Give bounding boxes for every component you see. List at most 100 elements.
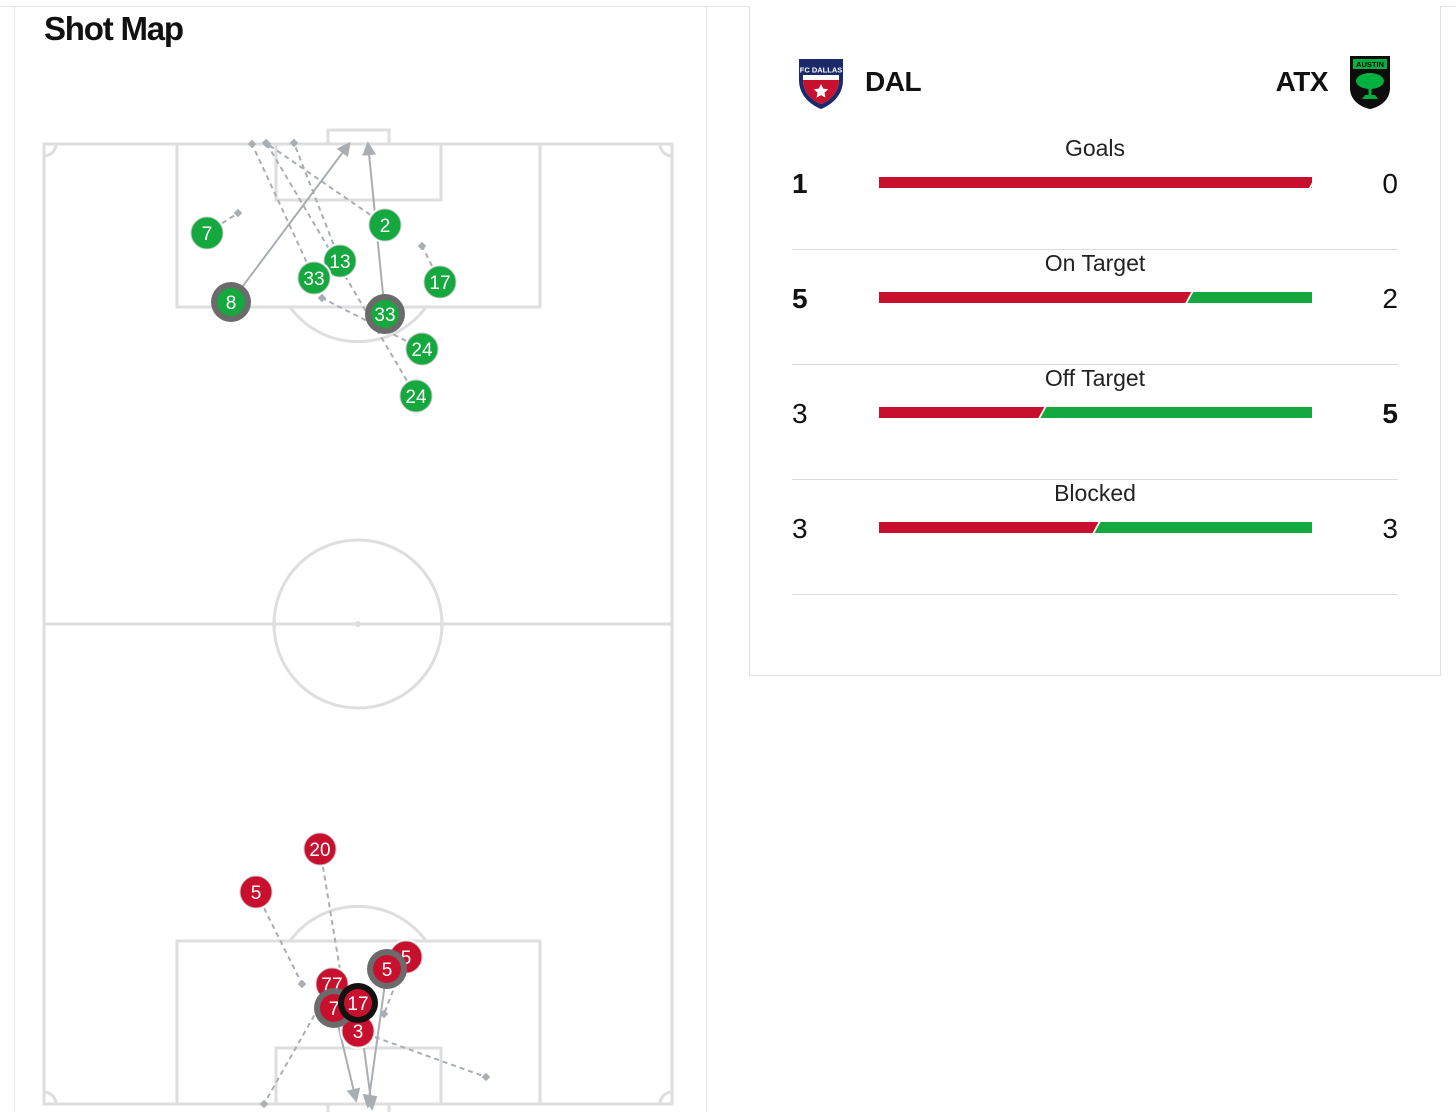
stat-row: On Target 5 2 [792,250,1398,365]
top-penalty-arc [288,306,428,344]
shot-end-marker [259,1099,269,1109]
shot-trajectory-on-target [230,141,351,303]
shot-player-number: 33 [374,305,395,326]
shot-end-marker [481,1072,491,1082]
svg-text:AUSTIN: AUSTIN [1356,60,1384,69]
home-shot-marker[interactable]: 5 [238,874,274,910]
shot-player-number: 8 [226,293,237,314]
shot-player-number: 5 [251,883,262,904]
home-team-header: FC DALLAS DAL [795,54,922,110]
stat-away-value: 0 [1382,168,1398,199]
corner-arc-top-left [43,143,58,158]
stat-away-value: 3 [1382,513,1398,544]
shot-player-number: 24 [411,340,433,361]
stat-home-value: 3 [792,513,808,544]
stat-row: Goals 1 0 [792,135,1398,250]
shot-player-number: 24 [405,387,427,408]
shot-marker-dot [344,989,372,1017]
shot-marker-dot [368,208,402,242]
bottom-goal [326,1102,391,1112]
shot-player-number: 17 [429,273,450,294]
stat-row: Off Target 3 5 [792,365,1398,480]
home-share-bar [879,177,1312,188]
stat-row: Blocked 3 3 [792,480,1398,595]
shot-marker-dot [405,332,439,366]
stat-label: Off Target [1044,365,1146,391]
shot-player-number: 3 [353,1022,364,1043]
away-team-abbr: ATX [1275,66,1329,97]
away-share-bar [1094,522,1312,533]
shot-player-number: 17 [347,994,368,1015]
corner-arc-top-right [658,143,673,158]
shot-marker-dot [297,261,331,295]
home-team-abbr: DAL [865,66,922,97]
home-shot-marker[interactable]: 5 [367,949,407,989]
shot-trajectory-dashed [421,245,441,283]
shot-player-number: 20 [309,840,330,861]
bottom-goal-area [274,1046,443,1106]
shot-trajectory-dashed [319,848,344,989]
stat-away-value: 2 [1382,283,1398,314]
stat-comparison-bar [879,177,1312,188]
away-team-header: ATX AUSTIN [1276,54,1392,110]
shot-map-title: Shot Map [44,10,184,47]
away-shot-marker[interactable]: 33 [365,294,405,334]
home-shot-marker[interactable]: 17 [338,983,378,1023]
shot-end-marker [417,241,427,251]
shot-end-marker [289,138,299,148]
shot-trajectory-dashed [206,212,239,234]
shot-player-number: 2 [380,216,391,237]
top-goal [326,128,391,146]
shot-marker-dot [303,832,337,866]
corner-arc-bottom-right [658,1090,673,1105]
shot-trajectory-dashed [357,1030,487,1078]
shot-trajectory-dashed [251,143,315,279]
top-divider [0,6,1456,7]
shot-trajectory-dashed [255,891,303,985]
away-shot-marker[interactable]: 7 [189,215,225,251]
stat-comparison-bar [879,407,1312,418]
away-shot-marker[interactable]: 2 [367,207,403,243]
stat-comparison-bar [879,292,1312,303]
center-spot [355,621,361,627]
shot-end-marker [233,208,243,218]
shot-marker-dot [399,379,433,413]
shot-player-number: 7 [329,999,340,1020]
shot-marker-dot [190,216,224,250]
away-shot-marker[interactable]: 24 [404,331,440,367]
bottom-penalty-arc [288,904,428,942]
austin-fc-crest-icon: AUSTIN [1350,56,1390,109]
home-shot-marker[interactable]: 3 [340,1013,376,1049]
away-shot-marker[interactable]: 24 [398,378,434,414]
shot-player-number: 33 [303,269,324,290]
stat-home-value: 3 [792,398,808,429]
shot-trajectory-on-target [362,968,388,1109]
away-shot-marker[interactable]: 33 [296,260,332,296]
home-shot-marker[interactable]: 20 [302,831,338,867]
away-shot-marker[interactable]: 17 [422,264,458,300]
shot-trajectory-dashed [293,142,341,262]
team-stats-panel: FC DALLAS DAL ATX AUSTIN Goals 1 0 On Targe… [749,6,1441,676]
away-shot-marker[interactable]: 8 [211,282,251,322]
corner-arc-bottom-left [43,1090,58,1105]
shot-end-marker [297,979,307,989]
shot-marker-dot [239,875,273,909]
stat-label: Blocked [1054,480,1136,506]
shot-player-number: 5 [382,960,393,981]
shot-marker-dot [323,244,357,278]
away-shot-marker[interactable]: 13 [322,243,358,279]
shot-trajectory-dashed [265,142,386,226]
left-divider [14,6,15,1112]
column-divider [706,6,707,1112]
shot-marker-dot [373,955,401,983]
stat-home-value: 1 [792,168,808,199]
home-share-bar [879,522,1099,533]
center-circle [272,538,444,710]
shot-player-number: 13 [329,252,350,273]
stat-label: On Target [1044,250,1146,276]
svg-text:FC DALLAS: FC DALLAS [800,66,843,75]
top-goal-area [274,142,443,202]
home-share-bar [879,407,1045,418]
